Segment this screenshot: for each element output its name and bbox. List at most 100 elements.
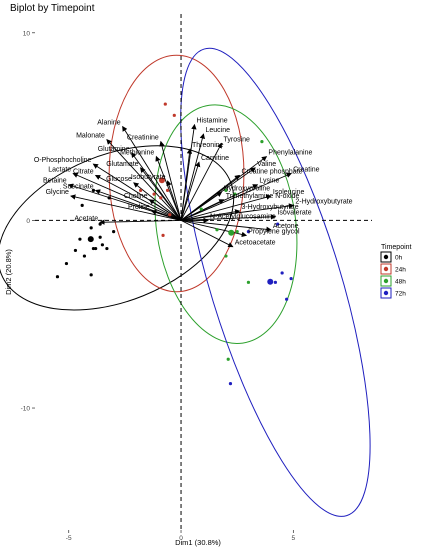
variable-arrow xyxy=(72,172,182,221)
ellipse-24h xyxy=(108,54,245,293)
x-axis-label: Dim1 (30.8%) xyxy=(175,538,221,547)
point-72h xyxy=(276,222,280,226)
variable-arrow xyxy=(166,180,182,221)
ellipse-48h xyxy=(154,104,298,344)
variable-label: Isoleucine xyxy=(273,189,305,196)
variable-arrow xyxy=(181,214,277,221)
variable-arrow xyxy=(180,142,222,221)
point-72h xyxy=(273,280,277,284)
legend: Timepoint 0h 24h 48h 72h xyxy=(380,244,412,299)
variable-labels: Histamine Leucine Creatinine Threonine Carni… xyxy=(34,118,353,247)
variable-label: 3-Hydroxybutyrate xyxy=(241,204,298,211)
point-24h xyxy=(172,113,176,117)
variable-arrow xyxy=(133,182,182,221)
point-24h xyxy=(152,192,156,196)
variable-label: N-Acetylglucosamine xyxy=(210,213,276,220)
point-48h xyxy=(260,139,264,144)
legend-dot-72h xyxy=(383,290,389,296)
point-72h xyxy=(246,230,251,234)
point-0h xyxy=(91,188,96,192)
variable-arrow xyxy=(148,199,182,221)
variable-label: Acetone xyxy=(273,223,299,230)
point-72h xyxy=(280,271,284,275)
variable-label: Propylene glycol xyxy=(248,228,300,235)
variable-label: Isobutyrate xyxy=(131,174,166,181)
variable-arrow xyxy=(180,172,292,221)
point-72h xyxy=(289,276,293,281)
variable-label: 2-Hydroxybutyrate xyxy=(295,198,352,205)
legend-title: Timepoint xyxy=(381,244,412,251)
variable-arrow xyxy=(180,133,205,221)
point-0h xyxy=(100,243,104,247)
variable-label: Trimethylamine N-oxide xyxy=(226,193,300,200)
variable-label: Proline xyxy=(128,204,150,211)
variable-arrow xyxy=(140,167,182,221)
variable-label: Methionine xyxy=(120,150,154,157)
point-24h xyxy=(138,188,143,192)
legend-label-48h: 48h xyxy=(395,279,406,286)
variable-arrow xyxy=(106,139,182,221)
variable-arrow xyxy=(180,219,248,238)
point-48h xyxy=(233,192,237,196)
variable-label: Histamine xyxy=(197,118,228,125)
point-0h xyxy=(98,222,102,226)
variable-label: Carnitine xyxy=(201,155,229,162)
variable-label: Acetoacetate xyxy=(235,240,276,247)
point-0h xyxy=(89,273,93,277)
variable-label: Valine xyxy=(257,161,276,168)
point-0h xyxy=(78,237,82,241)
point-24h xyxy=(161,233,165,238)
variable-label: Lactate xyxy=(48,166,71,173)
point-48h xyxy=(226,357,230,361)
variable-arrow xyxy=(150,209,182,221)
centroid-24h xyxy=(158,177,165,184)
point-0h xyxy=(73,248,78,253)
axes: -5 0 5 -10 0 10 xyxy=(21,30,296,542)
point-0h xyxy=(112,230,116,234)
point-48h xyxy=(224,254,228,258)
variable-label: Phenylalanine xyxy=(268,150,312,157)
point-24h xyxy=(165,188,170,192)
data-points xyxy=(55,102,293,386)
variable-arrow xyxy=(180,161,201,221)
variable-arrow xyxy=(180,194,272,221)
point-0h xyxy=(80,203,84,207)
y-tick-label: -10 xyxy=(21,406,31,413)
variable-arrows xyxy=(67,123,295,248)
point-0h xyxy=(55,275,60,279)
variable-label: Lysine xyxy=(259,178,279,185)
y-tick-label: 10 xyxy=(23,30,31,37)
centroid-0h xyxy=(87,236,94,243)
variable-label: Creatinine xyxy=(127,135,159,142)
point-0h xyxy=(94,246,98,251)
legend-label-0h: 0h xyxy=(395,255,403,262)
legend-dot-24h xyxy=(383,266,389,272)
point-0h xyxy=(107,196,111,200)
variable-arrow xyxy=(180,209,241,221)
point-48h xyxy=(224,188,228,192)
variable-label: Leucine xyxy=(206,127,231,134)
legend-label-24h: 24h xyxy=(395,267,406,274)
variable-label: Malonate xyxy=(76,133,105,140)
variable-label: Creatine phosphate xyxy=(241,168,302,175)
variable-arrow xyxy=(180,219,234,248)
variable-label: Glutamine xyxy=(98,146,130,153)
variable-arrow xyxy=(70,194,182,221)
variable-label: Tyrosine xyxy=(223,136,250,143)
variable-label: Isovalerate xyxy=(277,210,311,217)
point-0h xyxy=(91,246,96,251)
variable-arrow xyxy=(155,155,182,221)
x-tick-label: 0 xyxy=(179,535,183,542)
variable-label: Glucose xyxy=(106,176,132,183)
variable-arrow xyxy=(180,174,241,221)
variable-label: Creatine xyxy=(293,166,320,173)
variable-arrow xyxy=(122,125,182,221)
point-0h xyxy=(89,226,93,230)
point-0h xyxy=(82,254,87,258)
reference-lines xyxy=(35,14,372,530)
variable-label: Betaine xyxy=(43,178,67,185)
variable-arrow xyxy=(180,148,193,221)
point-48h xyxy=(215,228,219,232)
chart-title: Biplot by Timepoint xyxy=(10,3,95,14)
